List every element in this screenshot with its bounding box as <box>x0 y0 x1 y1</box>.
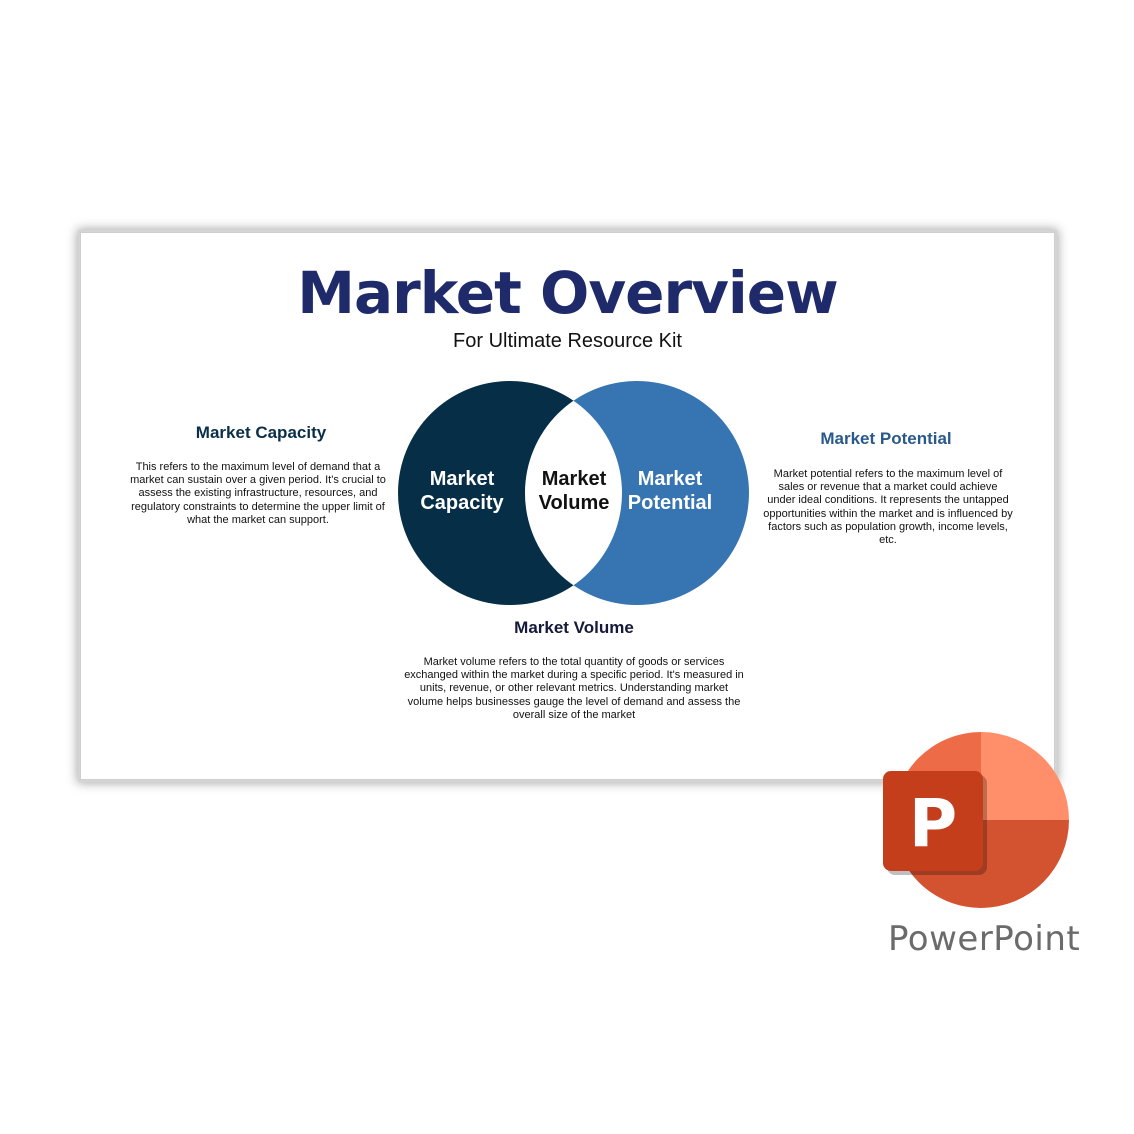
venn-label-capacity-line2: Capacity <box>420 492 504 514</box>
venn-label-volume: Market Volume <box>514 467 634 515</box>
potential-heading: Market Potential <box>820 429 952 448</box>
venn-label-potential-line1: Market <box>637 468 703 490</box>
powerpoint-app-name: PowerPoint <box>888 919 1081 959</box>
powerpoint-logo-icon: P <box>880 732 1072 912</box>
venn-label-volume-line2: Volume <box>538 492 610 514</box>
venn-label-capacity-line1: Market <box>429 468 495 490</box>
powerpoint-logo-graphic: P <box>883 732 1069 908</box>
logo-tile <box>883 771 983 871</box>
potential-description: Market potential refers to the maximum l… <box>763 468 1013 547</box>
slide-preview: Market Overview For Ultimate Resource Ki… <box>80 232 1055 780</box>
slide-subtitle: For Ultimate Resource Kit <box>453 330 682 352</box>
venn-shapes <box>398 381 749 605</box>
venn-overlap-volume <box>525 381 622 605</box>
logo-letter: P <box>909 785 957 862</box>
logo-quarter-top-right <box>981 732 1069 820</box>
venn-label-volume-line1: Market <box>541 468 607 490</box>
slide-title: Market Overview <box>297 259 838 327</box>
venn-label-capacity: Market Capacity <box>402 467 522 515</box>
venn-label-potential-line2: Potential <box>627 492 713 514</box>
venn-label-potential: Market Potential <box>610 467 730 515</box>
capacity-heading: Market Capacity <box>195 423 327 442</box>
venn-diagram: Market Capacity Market Volume Market Pot… <box>397 381 757 611</box>
capacity-description: This refers to the maximum level of dema… <box>130 461 386 526</box>
volume-heading: Market Volume <box>514 618 634 637</box>
volume-description: Market volume refers to the total quanti… <box>404 656 744 721</box>
